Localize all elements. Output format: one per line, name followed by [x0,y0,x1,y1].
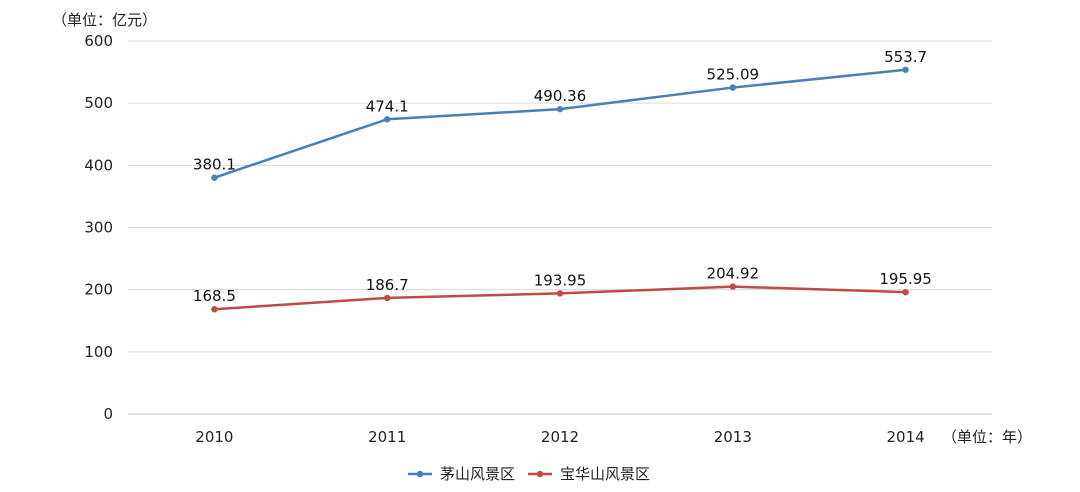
legend-marker-dot-mao [416,470,424,478]
y-tick-label: 300 [84,219,113,237]
data-point [211,174,218,181]
x-unit-label: （单位：年） [942,428,1032,446]
data-point [211,306,218,313]
x-tick-label: 2013 [714,428,752,446]
y-tick-label: 100 [84,343,113,361]
data-label: 195.95 [879,270,932,288]
data-point [729,84,736,91]
data-label: 186.7 [366,276,409,294]
x-axis: 2010 2011 2012 2013 2014 [195,428,924,446]
data-label: 380.1 [193,156,236,174]
data-label: 168.5 [193,287,236,305]
x-tick-label: 2011 [368,428,406,446]
legend-label-baohua: 宝华山风景区 [560,465,650,483]
x-tick-label: 2010 [195,428,233,446]
y-tick-label: 200 [84,281,113,299]
data-point [902,66,909,73]
data-label: 525.09 [707,66,760,84]
data-point [902,288,909,296]
y-tick-label: 500 [84,94,113,112]
x-tick-label: 2014 [887,428,925,446]
y-tick-label: 0 [103,405,113,423]
y-unit-label: （单位：亿元） [52,11,157,29]
data-point [384,294,391,302]
y-axis: 0 100 200 300 400 500 600 [84,32,113,423]
data-label: 204.92 [707,265,760,283]
data-point [556,290,564,297]
y-tick-label: 400 [84,156,113,174]
y-tick-label: 600 [84,32,113,50]
data-point [384,116,391,123]
data-point [556,105,564,113]
series-points [211,66,909,313]
data-label: 490.36 [534,87,587,105]
data-label: 474.1 [366,97,409,115]
data-point [729,283,736,290]
gridlines [128,40,992,415]
data-label: 193.95 [534,271,587,289]
legend-marker-dot-baohua [536,470,544,478]
data-label: 553.7 [884,48,927,66]
data-labels: 380.1 474.1 490.36 525.09 553.7 168.5 186.7 193… [193,48,932,305]
legend-label-mao: 茅山风景区 [440,465,515,483]
series-line-0 [213,68,907,179]
legend: 茅山风景区 宝华山风景区 [408,465,650,483]
x-tick-label: 2012 [541,428,579,446]
